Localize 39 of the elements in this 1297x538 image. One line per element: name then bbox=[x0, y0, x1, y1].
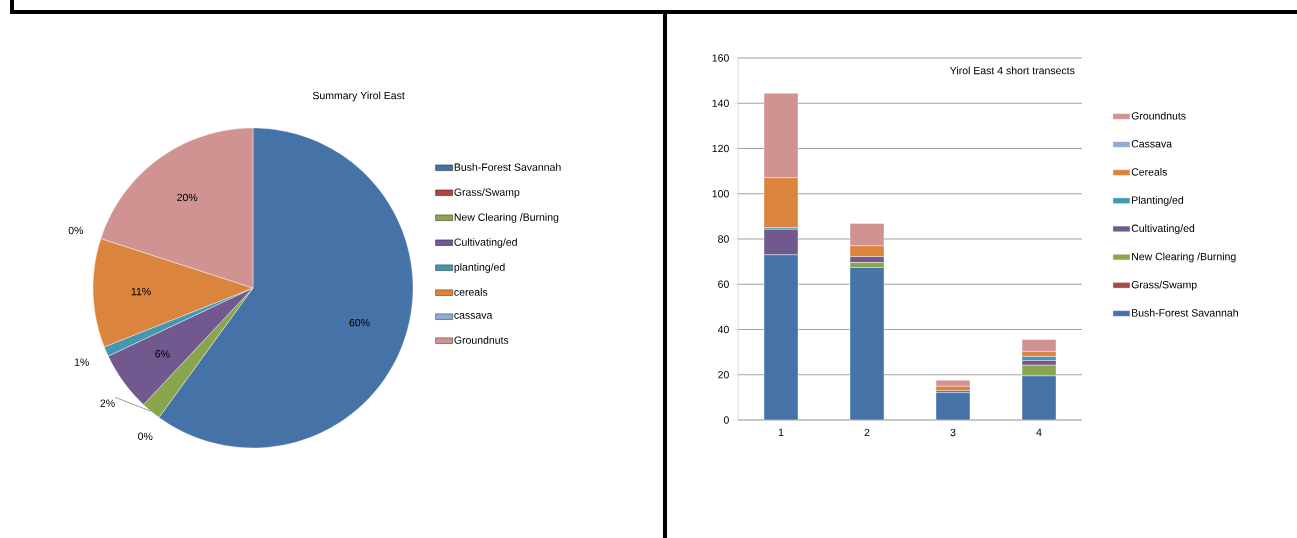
y-tick-label: 140 bbox=[712, 99, 729, 107]
data-label: 6% bbox=[155, 350, 170, 358]
data-label: 1% bbox=[74, 358, 89, 366]
legend-label: cassava bbox=[454, 313, 493, 319]
legend-label: planting/ed bbox=[454, 263, 505, 273]
legend-label: Grass/Swamp bbox=[454, 188, 520, 198]
y-tick-label: 120 bbox=[712, 144, 729, 153]
y-tick-label: 80 bbox=[718, 235, 729, 243]
data-label: 60% bbox=[349, 318, 370, 327]
data-label: 2% bbox=[100, 399, 115, 407]
legend-label: Groundnuts bbox=[454, 336, 509, 344]
legend-label: Cultivating/ed bbox=[454, 238, 517, 248]
legend-label: Grass/Swamp bbox=[1131, 280, 1197, 291]
y-tick-label: 40 bbox=[717, 325, 729, 334]
legend-label: Cereals bbox=[1131, 167, 1167, 176]
y-tick-label: 160 bbox=[712, 54, 729, 62]
x-tick-label: 3 bbox=[950, 428, 956, 437]
x-tick-label: 2 bbox=[864, 428, 870, 437]
data-label: 20% bbox=[177, 193, 198, 202]
legend-label: Bush-Forest Savannah bbox=[454, 163, 561, 171]
x-tick-label: 1 bbox=[778, 428, 784, 436]
y-tick-label: 0 bbox=[723, 416, 729, 424]
legend-label: Bush-Forest Savannah bbox=[1132, 308, 1238, 317]
legend-label: Groundnuts bbox=[1131, 111, 1186, 120]
legend-label: Cassava bbox=[1131, 140, 1173, 148]
legend-label: cereals bbox=[454, 288, 488, 296]
legend-label: Cultivating/ed bbox=[1131, 224, 1195, 235]
legend-label: New Clearing /Burning bbox=[1132, 252, 1236, 263]
legend-label: Planting/ed bbox=[1132, 196, 1184, 206]
text: 0% bbox=[138, 432, 153, 441]
chart-title: Summary Yirol East bbox=[312, 91, 405, 102]
x-tick-label: 4 bbox=[1036, 428, 1042, 436]
data-label: 11% bbox=[131, 287, 151, 296]
y-tick-label: 20 bbox=[718, 371, 729, 379]
text: 0% bbox=[68, 226, 84, 235]
text: Yirol East 4 short transects bbox=[950, 66, 1075, 75]
y-tick-label: 100 bbox=[712, 190, 729, 198]
legend-label: New Clearing /Burning bbox=[454, 213, 559, 223]
y-tick-label: 60 bbox=[718, 280, 729, 288]
